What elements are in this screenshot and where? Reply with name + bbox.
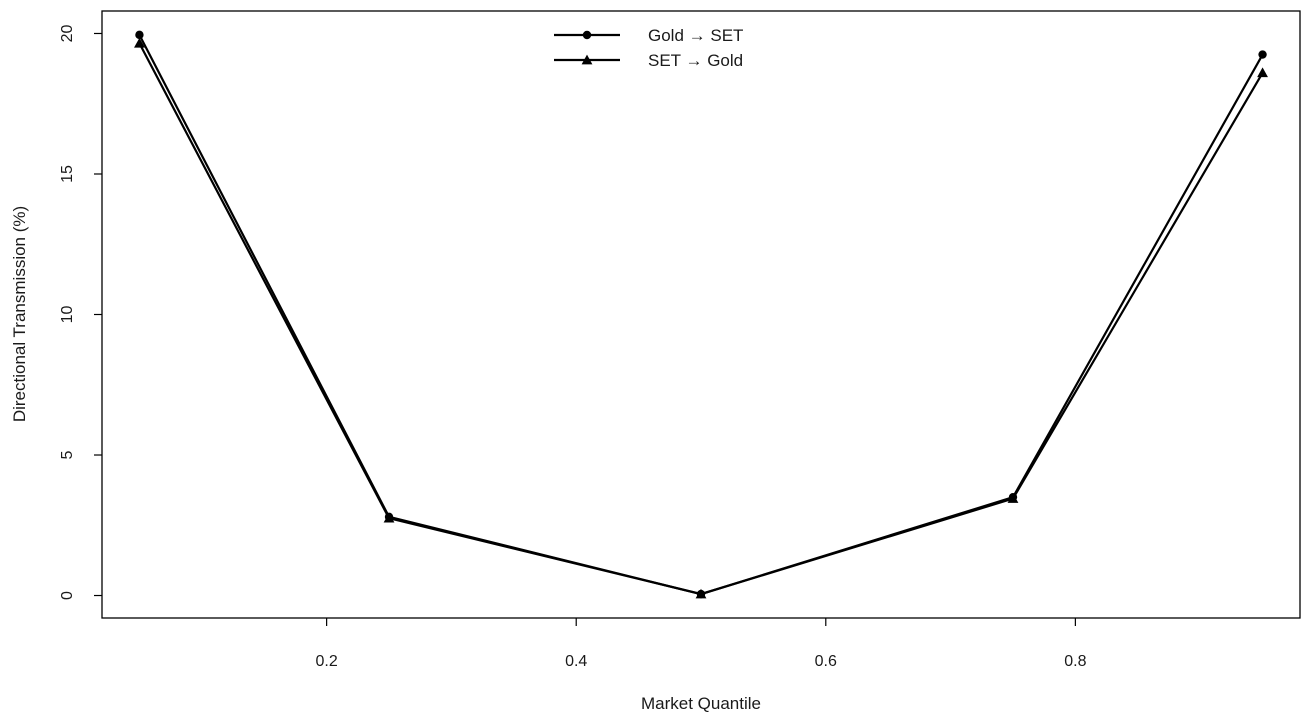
series (134, 37, 1268, 599)
x-tick-label: 0.8 (1064, 653, 1086, 670)
point-marker (1257, 67, 1268, 78)
y-tick-label: 15 (59, 165, 76, 183)
legend-label: Gold → SET (648, 26, 743, 45)
x-axis-title: Market Quantile (641, 694, 761, 713)
series-layer (134, 30, 1268, 599)
series-line (138, 34, 1264, 596)
point-marker (581, 54, 593, 65)
y-tick-label: 5 (59, 450, 76, 459)
x-tick-label: 0.4 (565, 653, 587, 670)
y-tick-label: 0 (59, 591, 76, 600)
x-tick-label: 0.2 (316, 653, 338, 670)
point-marker (135, 30, 144, 40)
point-marker (695, 588, 707, 599)
y-tick-label: 20 (59, 24, 76, 42)
series-line (138, 42, 1264, 596)
point-marker (383, 512, 395, 523)
legend: Gold → SET SET → Gold (554, 26, 743, 70)
point-marker (1258, 50, 1267, 59)
x-tick-label: 0.6 (815, 653, 837, 670)
y-tick-label: 10 (59, 306, 76, 324)
legend-label: SET → Gold (648, 51, 743, 70)
x-axis: 0.2 0.4 0.6 0.8 (316, 618, 1087, 670)
point-marker (134, 37, 145, 48)
point-marker (1007, 493, 1019, 503)
series (135, 30, 1267, 599)
y-axis-title: Directional Transmission (%) (10, 206, 29, 422)
point-marker (582, 30, 592, 40)
y-axis: 0 5 10 15 20 (59, 24, 102, 600)
